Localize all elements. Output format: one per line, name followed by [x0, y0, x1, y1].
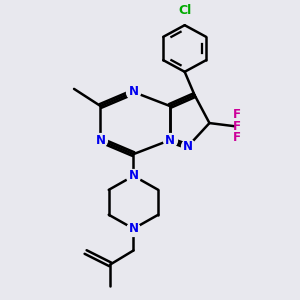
Text: N: N — [128, 85, 139, 98]
Text: N: N — [128, 169, 139, 182]
Text: Cl: Cl — [178, 4, 191, 17]
Text: F: F — [233, 108, 241, 121]
Text: N: N — [128, 222, 139, 235]
Text: N: N — [165, 134, 175, 147]
Text: N: N — [95, 134, 106, 147]
Text: N: N — [183, 140, 193, 153]
Text: F: F — [233, 131, 241, 145]
Text: F: F — [233, 120, 241, 133]
